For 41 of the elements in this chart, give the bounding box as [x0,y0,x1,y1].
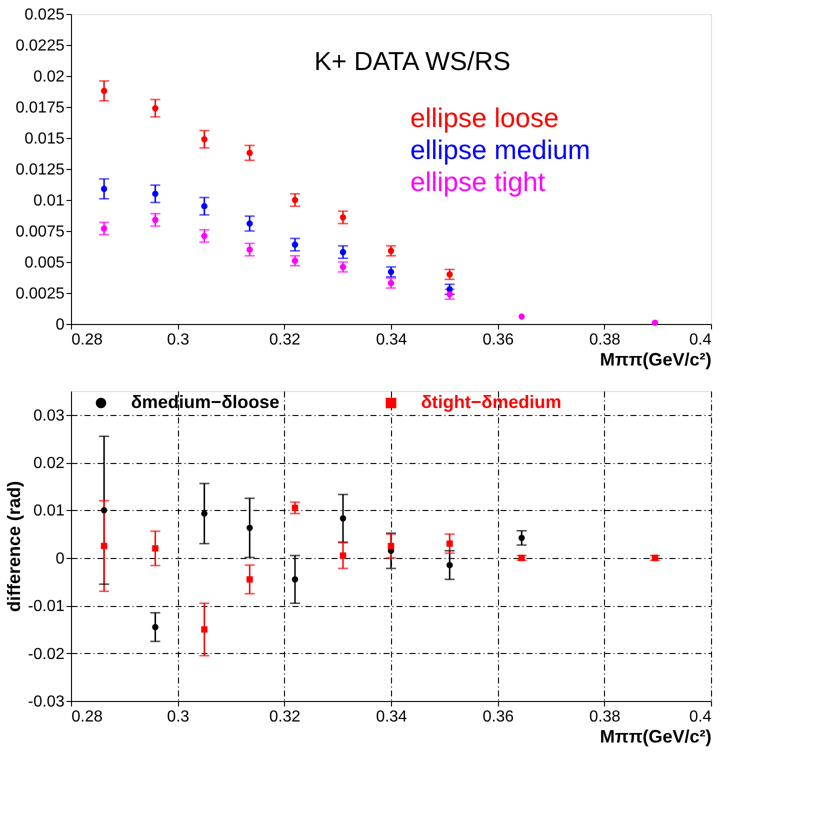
x-tick-label: 0.28 [72,708,103,726]
y-tick-label: -0.02 [28,646,65,663]
legend-label: δmedium−δloose [131,392,280,412]
x-tick-label: 0.32 [269,708,301,726]
x-tick-label: 0.34 [376,708,408,726]
y-tick-label: -0.03 [28,694,65,710]
y-tick-label: -0.01 [28,598,65,616]
x-tick-label: 0.3 [167,332,190,348]
y-tick-label: 0.005 [24,254,65,272]
y-tick-label: 0 [56,550,65,568]
annotation: K+ DATA WS/RS [314,46,510,76]
y-tick-label: 0.0125 [16,162,65,178]
x-tick-label: 0.4 [689,708,712,726]
legend-label: δtight−δmedium [421,392,562,412]
x-tick-label: 0.28 [72,332,103,348]
y-tick-label: 0.02 [33,68,65,86]
text: ellipse medium [410,135,590,165]
y-tick-label: 0.01 [33,502,65,520]
y-tick-label: 0 [56,316,65,334]
y-tick-label: 0.0225 [16,38,65,54]
x-tick-label: 0.36 [482,332,514,348]
x-tick-label: 0.32 [269,332,301,348]
x-tick-label: 0.38 [589,708,621,726]
text: ellipse loose [410,103,559,133]
x-axis-title: Mππ(GeV/c²) [600,726,712,746]
x-axis-title: Mππ(GeV/c²) [600,350,712,370]
y-tick-label: 0.0025 [16,286,65,302]
text: ellipse tight [410,167,546,197]
x-tick-label: 0.3 [167,708,190,726]
y-tick-label: 0.0075 [16,224,65,240]
y-tick-label: 0.01 [33,192,65,210]
x-tick-label: 0.36 [482,708,514,726]
x-tick-label: 0.4 [689,332,712,348]
y-axis-title: difference (rad) [4,480,24,612]
y-tick-label: 0.02 [33,455,65,472]
y-tick-label: 0.015 [24,130,65,148]
x-tick-label: 0.34 [376,332,408,348]
x-tick-label: 0.38 [589,332,621,348]
y-tick-label: 0.0175 [16,100,65,116]
y-tick-label: 0.025 [24,6,65,24]
y-tick-label: 0.03 [33,407,65,424]
